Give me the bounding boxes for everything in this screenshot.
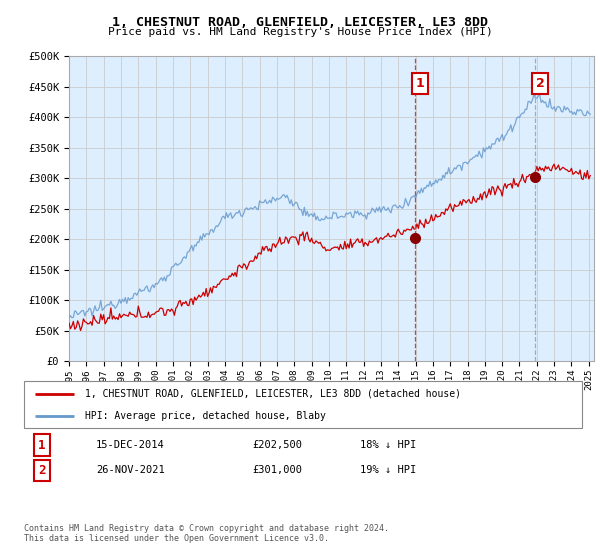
Text: 15-DEC-2014: 15-DEC-2014 bbox=[96, 440, 165, 450]
Text: 1: 1 bbox=[415, 77, 424, 90]
Text: 18% ↓ HPI: 18% ↓ HPI bbox=[360, 440, 416, 450]
Text: £202,500: £202,500 bbox=[252, 440, 302, 450]
Text: Price paid vs. HM Land Registry's House Price Index (HPI): Price paid vs. HM Land Registry's House … bbox=[107, 27, 493, 37]
Text: 2: 2 bbox=[38, 464, 46, 477]
FancyBboxPatch shape bbox=[24, 381, 582, 428]
Text: 26-NOV-2021: 26-NOV-2021 bbox=[96, 465, 165, 475]
Text: £301,000: £301,000 bbox=[252, 465, 302, 475]
Text: 1, CHESTNUT ROAD, GLENFIELD, LEICESTER, LE3 8DD (detached house): 1, CHESTNUT ROAD, GLENFIELD, LEICESTER, … bbox=[85, 389, 461, 399]
Text: Contains HM Land Registry data © Crown copyright and database right 2024.
This d: Contains HM Land Registry data © Crown c… bbox=[24, 524, 389, 543]
Text: 19% ↓ HPI: 19% ↓ HPI bbox=[360, 465, 416, 475]
Text: 2: 2 bbox=[536, 77, 545, 90]
Text: HPI: Average price, detached house, Blaby: HPI: Average price, detached house, Blab… bbox=[85, 410, 326, 421]
Text: 1, CHESTNUT ROAD, GLENFIELD, LEICESTER, LE3 8DD: 1, CHESTNUT ROAD, GLENFIELD, LEICESTER, … bbox=[112, 16, 488, 29]
Text: 1: 1 bbox=[38, 438, 46, 452]
